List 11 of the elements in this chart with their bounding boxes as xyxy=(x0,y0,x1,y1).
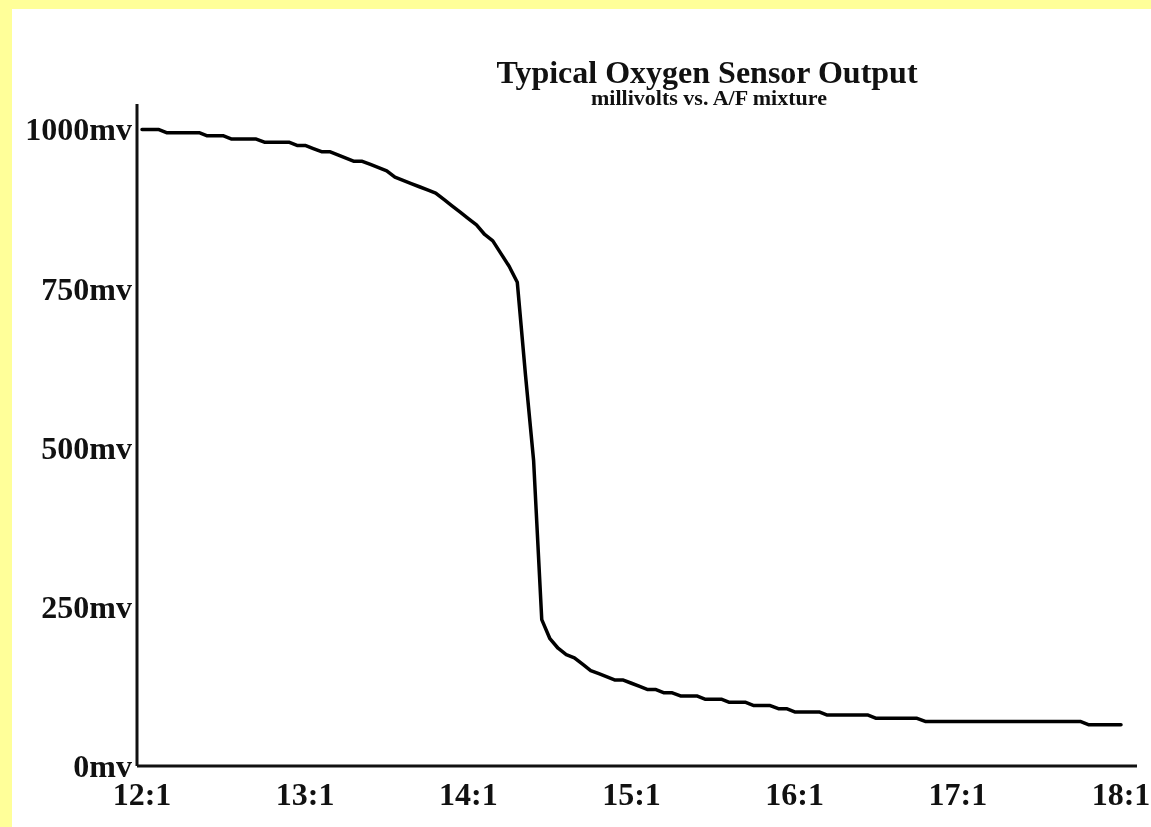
y-tick-label: 1000mv xyxy=(25,111,132,148)
x-tick-label: 17:1 xyxy=(928,776,988,812)
y-tick-label: 500mv xyxy=(41,429,132,466)
y-tick-label: 250mv xyxy=(41,588,132,625)
y-tick-label: 750mv xyxy=(41,270,132,307)
x-tick-label: 18:1 xyxy=(1091,776,1151,812)
x-tick-label: 13:1 xyxy=(275,776,335,812)
x-tick-label: 16:1 xyxy=(765,776,824,812)
x-tick-label: 14:1 xyxy=(439,776,498,812)
line-series xyxy=(140,127,1123,727)
x-tick-label: 15:1 xyxy=(602,776,661,812)
